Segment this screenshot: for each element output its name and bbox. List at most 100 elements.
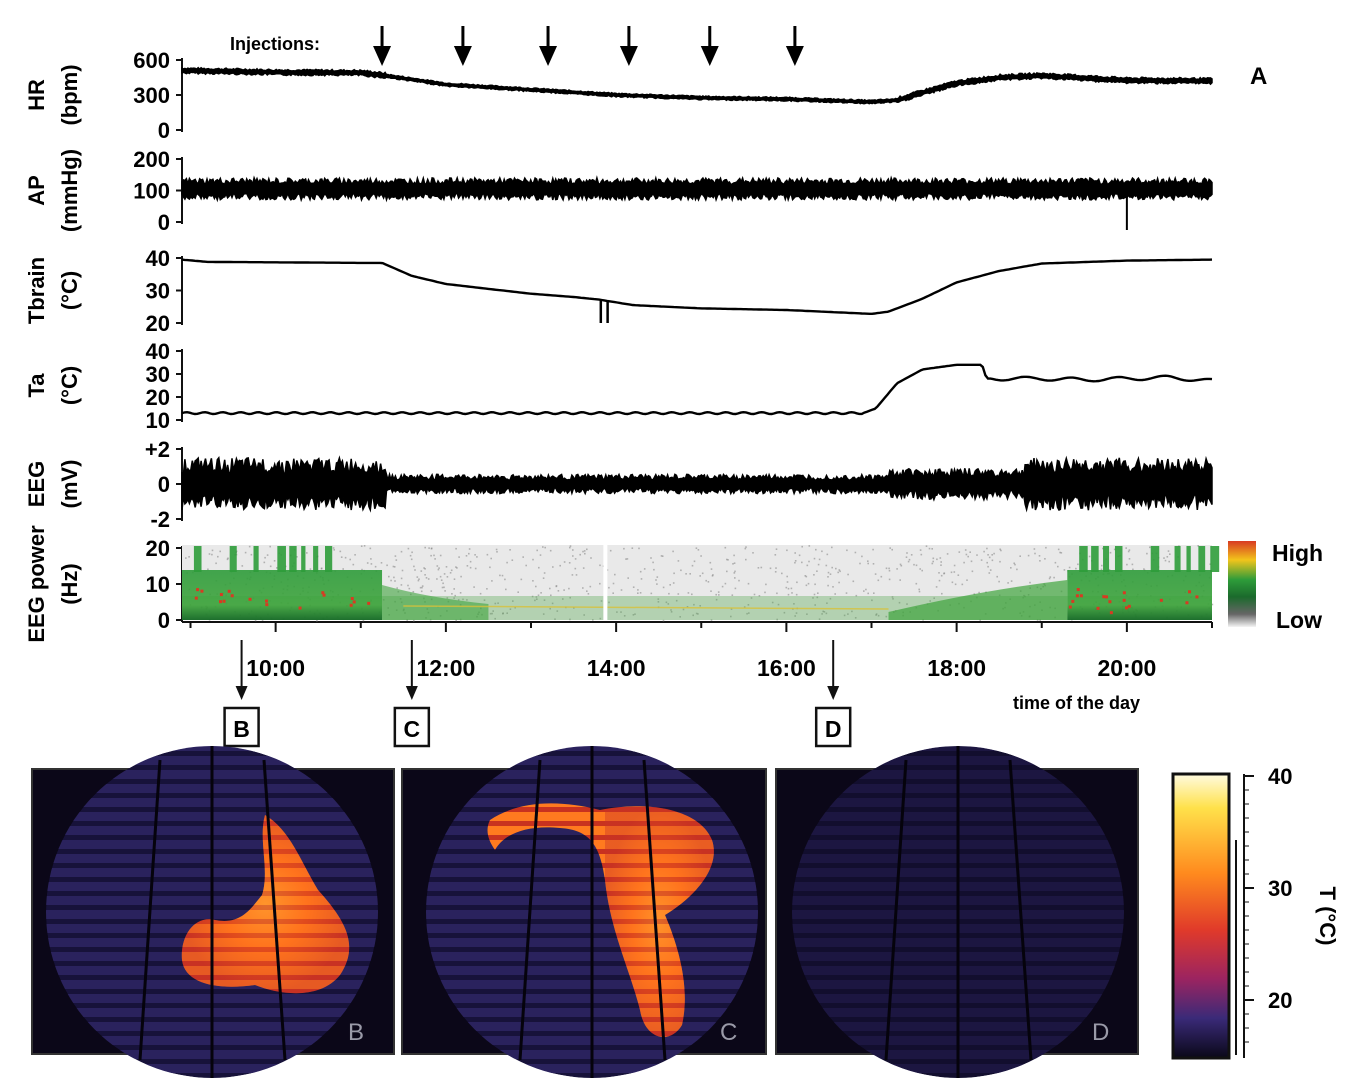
- spectro-speckle: [986, 547, 988, 550]
- spectro-speckle: [497, 602, 499, 604]
- panel-unit-hr: (bpm): [57, 64, 82, 125]
- spectro-speckle: [536, 549, 538, 552]
- spectro-speckle: [386, 564, 388, 567]
- spectro-speckle: [451, 593, 453, 595]
- spectro-speckle: [793, 603, 795, 605]
- spectro-hot: [196, 588, 200, 592]
- spectro-hot: [227, 589, 231, 593]
- spectro-speckle: [424, 546, 426, 549]
- spectro-speckle: [453, 588, 455, 590]
- spectro-speckle: [394, 555, 397, 557]
- spectro-speckle: [888, 578, 891, 581]
- spectro-speckle: [374, 565, 377, 568]
- spectro-speckle: [269, 545, 271, 548]
- spectro-speckle: [1125, 547, 1127, 549]
- spectro-speckle: [980, 559, 983, 561]
- spectro-speckle: [750, 597, 753, 599]
- spectro-speckle: [806, 613, 808, 615]
- thermal-colorbar-bar: [1171, 772, 1231, 1060]
- spectro-speckle: [826, 602, 828, 604]
- spectro-speckle: [360, 545, 363, 547]
- spectro-speckle: [625, 558, 627, 560]
- dish-divider-c2: [518, 759, 542, 1061]
- spectro-speckle: [734, 577, 736, 579]
- spectro-speckle: [551, 602, 554, 605]
- spectro-speckle: [549, 549, 552, 552]
- spectro-speckle: [1048, 577, 1051, 580]
- tick-label-eeg_power-2: 0: [158, 608, 170, 633]
- spectro-speckle: [1000, 549, 1002, 552]
- spectro-speckle: [424, 568, 426, 570]
- spectro-speckle: [393, 566, 396, 568]
- spectro-speckle: [442, 582, 444, 585]
- spectro-speckle: [710, 619, 713, 621]
- spectro-speckle: [669, 584, 671, 586]
- spectro-speckle: [549, 587, 551, 590]
- spectro-speckle: [582, 587, 584, 589]
- spectro-speckle: [495, 548, 498, 551]
- spectro-speckle: [831, 546, 833, 549]
- spectro-speckle: [623, 615, 626, 617]
- spectro-speckle: [888, 567, 890, 570]
- spectro-speckle: [1038, 555, 1041, 557]
- spectro-speckle: [532, 558, 534, 561]
- panel-unit-ta: (°C): [57, 366, 82, 405]
- spectro-hot: [1159, 598, 1163, 602]
- spectro-speckle: [843, 614, 846, 617]
- spectro-speckle: [188, 556, 190, 558]
- spectro-speckle: [449, 572, 452, 574]
- spectro-speckle: [685, 573, 687, 575]
- spectro-speckle: [933, 597, 935, 599]
- spectro-speckle: [455, 619, 457, 622]
- spectro-speckle: [745, 546, 747, 548]
- spectro-speckle: [899, 579, 901, 581]
- spectro-speckle: [940, 574, 943, 577]
- spectro-speckle: [867, 560, 869, 562]
- thermal-tick-label-2: 20: [1268, 988, 1292, 1013]
- injections-label: Injections:: [230, 34, 320, 54]
- spectro-speckle: [476, 556, 478, 558]
- spectro-speckle: [786, 549, 788, 552]
- spectro-speckle: [483, 599, 486, 601]
- spectro-speckle: [339, 550, 342, 553]
- spectro-speckle: [847, 573, 849, 576]
- spectro-speckle: [769, 567, 772, 570]
- spectro-speckle: [443, 573, 446, 575]
- spectro-speckle: [263, 561, 266, 564]
- spectro-speckle: [814, 583, 816, 586]
- spectro-burst: [253, 546, 259, 572]
- spectro-speckle: [1163, 557, 1165, 559]
- spectro-speckle: [892, 598, 894, 600]
- spectro-speckle: [439, 575, 442, 578]
- spectro-speckle: [863, 590, 865, 592]
- spectro-speckle: [344, 556, 347, 559]
- spectro-speckle: [838, 569, 841, 571]
- time-tick-label-3: 16:00: [757, 655, 816, 681]
- spectro-speckle: [440, 579, 443, 581]
- spectrogram-legend: High Low: [1228, 540, 1323, 633]
- spectro-speckle: [971, 570, 974, 573]
- spectro-speckle: [1034, 552, 1036, 555]
- spectro-speckle: [496, 551, 498, 553]
- spectro-speckle: [632, 614, 635, 616]
- spectro-speckle: [369, 547, 372, 550]
- spectro-speckle: [665, 601, 668, 604]
- spectro-speckle: [549, 607, 551, 610]
- spectro-speckle: [592, 619, 594, 621]
- spectro-speckle: [264, 556, 266, 559]
- spectro-speckle: [469, 566, 472, 569]
- spectro-speckle: [1016, 568, 1018, 571]
- spectro-speckle: [660, 555, 663, 557]
- spectro-speckle: [1167, 550, 1170, 552]
- spectro-speckle: [733, 572, 736, 574]
- spectro-speckle: [795, 593, 798, 596]
- spectro-speckle: [185, 557, 187, 559]
- spectro-speckle: [998, 580, 1000, 583]
- spectro-speckle: [835, 567, 837, 570]
- spectro-speckle: [1057, 548, 1060, 551]
- spectro-speckle: [614, 573, 616, 576]
- spectro-speckle: [538, 566, 540, 569]
- thermal-label-b: B: [348, 1019, 364, 1046]
- spectro-speckle: [1149, 546, 1151, 549]
- spectro-speckle: [920, 553, 923, 556]
